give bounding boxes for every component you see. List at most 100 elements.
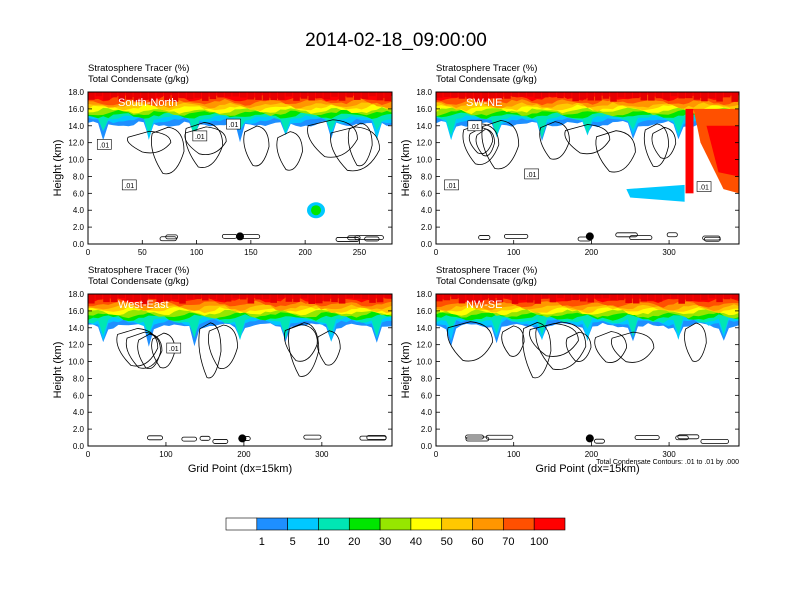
intrusion-fold-core: [706, 125, 739, 177]
tracer-peak: [640, 294, 648, 302]
colorbar-swatch: [379, 517, 412, 531]
tracer-peak: [534, 92, 542, 99]
colorbar-level-label: 20: [348, 536, 361, 548]
y-tick-label: 6.0: [421, 189, 433, 198]
tracer-peak: [209, 92, 217, 100]
tracer-peak: [126, 294, 133, 301]
location-marker: [236, 232, 244, 241]
tracer-peak: [526, 92, 534, 97]
y-tick-label: 2.0: [421, 223, 433, 232]
figure-title: 2014-02-18_09:00:00: [305, 30, 487, 51]
tracer-peak: [323, 294, 331, 302]
contour-cloud: [594, 331, 627, 363]
colorbar-level-label: 30: [378, 536, 392, 548]
tracer-peak: [723, 92, 731, 98]
contour-low: [165, 234, 178, 240]
tracer-peak: [466, 92, 473, 99]
tracer-peak: [148, 92, 156, 102]
tracer-peak: [595, 92, 602, 101]
colorbar-swatch: [225, 517, 258, 531]
contour-low: [615, 232, 638, 238]
contour-cloud: [330, 126, 381, 172]
contour-label-box: [696, 181, 712, 192]
contour-low: [594, 438, 605, 444]
contour-low: [677, 434, 700, 440]
contour-cloud: [529, 323, 579, 357]
tracer-peak: [354, 294, 361, 299]
tracer-peak: [270, 92, 277, 101]
tracer-peak: [255, 294, 262, 300]
contour-label-box: [467, 120, 483, 132]
tracer-peak: [202, 294, 209, 301]
x-tick-label: 100: [507, 248, 521, 257]
tracer-peak: [557, 294, 564, 299]
x-tick-label: 300: [662, 248, 676, 257]
contour-cloud: [316, 330, 341, 366]
tracer-peak: [331, 92, 338, 97]
y-tick-label: 2.0: [421, 425, 433, 434]
x-tick-label: 200: [585, 248, 599, 257]
colorbar-swatch: [472, 517, 504, 531]
contour-label-box: [192, 130, 208, 142]
tracer-peak: [133, 294, 141, 301]
tracer-peak: [156, 294, 163, 303]
location-marker: [585, 232, 594, 241]
tracer-peak: [247, 92, 255, 100]
tracer-peak: [572, 294, 579, 301]
tracer-peak: [663, 92, 670, 100]
y-tick-label: 14.0: [416, 324, 432, 333]
contour-label: .01: [169, 346, 179, 353]
tracer-peak: [731, 294, 738, 300]
tracer-peak: [511, 294, 519, 304]
contour-low: [703, 236, 721, 242]
colorbar-swatch: [533, 517, 566, 531]
contour-low: [629, 235, 653, 241]
tracer-peak: [240, 92, 247, 98]
colorbar-swatch: [287, 517, 319, 531]
tracer-peak: [451, 92, 458, 98]
y-tick-label: 12.0: [416, 139, 432, 148]
tracer-peak: [655, 294, 663, 302]
y-axis-label: Height (km): [400, 140, 412, 197]
contour-low: [478, 235, 491, 240]
y-tick-label: 10.0: [416, 156, 432, 165]
x-tick-label: 300: [315, 450, 329, 459]
colorbar-level-label: 40: [409, 536, 423, 548]
tracer-peak: [443, 294, 451, 301]
x-tick-label: 200: [298, 248, 312, 257]
panel-1: .01 .01 .01 .01 South-North Stratosphere Trac…: [52, 63, 393, 257]
contour-label: .01: [470, 124, 480, 131]
tracer-peak: [110, 294, 118, 303]
contour-low: [303, 434, 322, 440]
panel-title-line2: Total Condensate (g/kg): [88, 276, 189, 287]
x-tick-label: 0: [86, 248, 91, 257]
y-tick-label: 4.0: [421, 408, 433, 417]
tracer-peak: [293, 92, 300, 101]
contour-cloud: [684, 322, 707, 362]
contour-label-box: [96, 139, 112, 150]
contour-low: [199, 435, 211, 441]
tracer-peak: [308, 294, 315, 304]
tracer-peak: [557, 92, 564, 99]
tracer-peak: [186, 92, 194, 100]
tracer-peak: [232, 92, 239, 97]
y-tick-label: 0.0: [73, 442, 85, 451]
tracer-peak: [617, 294, 625, 301]
tracer-peak: [285, 92, 293, 97]
y-tick-label: 6.0: [421, 391, 433, 400]
y-tick-label: 16.0: [68, 105, 84, 114]
tracer-peak: [534, 294, 542, 304]
y-axis-label: Height (km): [52, 342, 64, 399]
contour-cloud: [643, 123, 670, 168]
y-tick-label: 10.0: [68, 156, 84, 165]
location-marker: [585, 434, 594, 443]
tracer-peak: [384, 294, 391, 299]
contour-label-box: [524, 168, 539, 180]
y-tick-label: 14.0: [68, 122, 84, 131]
tracer-peak: [648, 294, 655, 301]
panel-3: .01 West-East Stratosphere Tracer (%)Total…: [52, 265, 393, 475]
tracer-peak: [458, 294, 466, 304]
y-tick-label: 8.0: [421, 172, 433, 181]
tracer-peak: [678, 294, 685, 304]
